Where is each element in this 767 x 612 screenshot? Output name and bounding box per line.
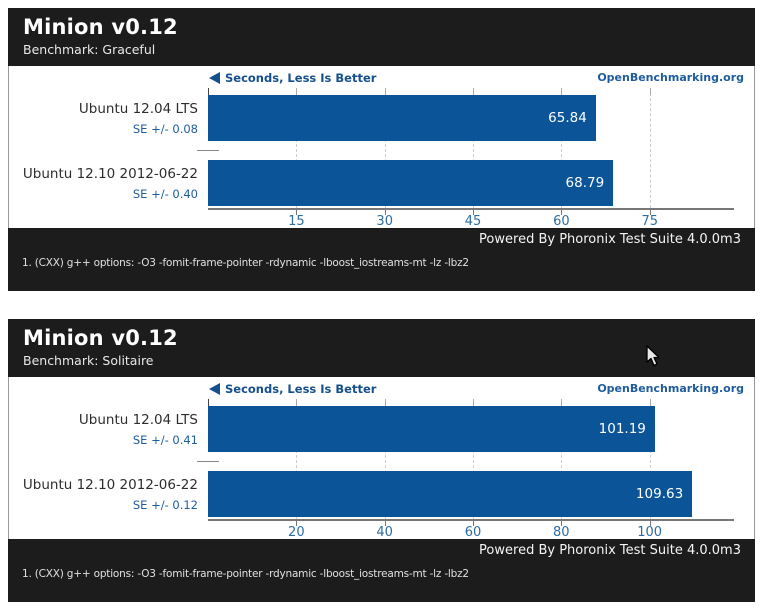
result-bar: 65.84 (208, 95, 596, 141)
bar-value: 65.84 (548, 110, 587, 126)
left-arrow-icon (209, 72, 220, 84)
top-tick (649, 399, 651, 406)
powered-by: Powered By Phoronix Test Suite 4.0.0m3 (479, 543, 741, 558)
panel-header: Minion v0.12 Benchmark: Solitaire (8, 319, 755, 377)
standard-error-label: SE +/- 0.08 (132, 121, 198, 136)
axis-tick-mark (296, 521, 298, 526)
bar-value: 101.19 (598, 421, 646, 437)
chart-title: Minion v0.12 (23, 15, 178, 39)
row-label: Ubuntu 12.04 LTS (78, 411, 198, 428)
compiler-footnote: 1. (CXX) g++ options: -O3 -fomit-frame-p… (22, 257, 469, 269)
bar-value: 109.63 (635, 486, 684, 502)
axis-tick-mark (561, 521, 563, 526)
axis-tick-mark (473, 210, 475, 215)
axis-tick-mark (649, 521, 651, 526)
standard-error-label: SE +/- 0.12 (132, 497, 198, 512)
axis-tick-mark (384, 210, 386, 215)
top-tick (296, 399, 298, 406)
axis-tick-label: 60 (553, 214, 570, 229)
top-tick (384, 399, 386, 406)
bar-rows: Ubuntu 12.04 LTS SE +/- 0.08 65.84 Ubunt… (9, 95, 734, 225)
top-tick (561, 399, 563, 406)
chart-title: Minion v0.12 (23, 326, 178, 350)
openbenchmarking-link[interactable]: OpenBenchmarking.org (597, 71, 744, 84)
axis-tick-label: 20 (288, 525, 305, 540)
panel-footer: Powered By Phoronix Test Suite 4.0.0m3 1… (8, 228, 755, 291)
bar-value: 68.79 (565, 175, 605, 191)
table-row: Ubuntu 12.04 LTS SE +/- 0.41 101.19 (9, 406, 734, 452)
axis-tick-mark (296, 210, 298, 215)
row-label: Ubuntu 12.10 2012-06-22 (22, 476, 198, 493)
bar-rows: Ubuntu 12.04 LTS SE +/- 0.41 101.19 Ubun… (9, 406, 734, 536)
panel-header: Minion v0.12 Benchmark: Graceful (8, 8, 755, 66)
compiler-footnote: 1. (CXX) g++ options: -O3 -fomit-frame-p… (22, 568, 469, 580)
axis-tick-mark (561, 210, 563, 215)
result-bar: 101.19 (208, 406, 655, 452)
axis-tick-label: 100 (637, 525, 663, 540)
standard-error-label: SE +/- 0.40 (132, 186, 198, 201)
table-row: Ubuntu 12.04 LTS SE +/- 0.08 65.84 (9, 95, 734, 141)
axis-tick-label: 40 (376, 525, 393, 540)
chart-subtitle: Benchmark: Solitaire (23, 353, 154, 368)
benchmark-panel-graceful: Minion v0.12 Benchmark: Graceful Seconds… (8, 8, 755, 291)
top-tick (561, 88, 563, 95)
axis-tick-label: 45 (464, 214, 482, 229)
unit-legend: Seconds, Less Is Better (209, 71, 376, 85)
result-bar: 109.63 (208, 471, 693, 517)
axis-tick-mark (649, 210, 651, 215)
openbenchmarking-link[interactable]: OpenBenchmarking.org (597, 382, 744, 395)
bar-track: 68.79 (208, 160, 734, 206)
row-label: Ubuntu 12.04 LTS (78, 100, 198, 117)
axis-tick-label: 15 (288, 214, 305, 229)
top-tick (473, 88, 475, 95)
axis-tick-label: 80 (553, 525, 570, 540)
axis-tick-mark (384, 521, 386, 526)
chart-body: Seconds, Less Is Better OpenBenchmarking… (8, 66, 755, 229)
powered-by: Powered By Phoronix Test Suite 4.0.0m3 (479, 232, 741, 247)
top-tick (296, 88, 298, 95)
unit-legend-label: Seconds, Less Is Better (225, 382, 377, 396)
axis-tick-mark (472, 521, 474, 526)
chart-subtitle: Benchmark: Graceful (23, 42, 156, 57)
axis-tick-label: 60 (464, 525, 482, 540)
top-tick (384, 88, 386, 95)
standard-error-label: SE +/- 0.41 (132, 432, 198, 447)
top-tick (472, 399, 474, 406)
chart-body: Seconds, Less Is Better OpenBenchmarking… (8, 377, 755, 540)
top-tick (649, 88, 651, 95)
bar-track: 65.84 (208, 95, 734, 141)
row-label: Ubuntu 12.10 2012-06-22 (22, 165, 198, 182)
axis-tick-label: 30 (376, 214, 393, 229)
axis-tick-label: 75 (641, 214, 659, 229)
table-row: Ubuntu 12.10 2012-06-22 SE +/- 0.40 68.7… (9, 160, 734, 206)
x-axis: 15 30 45 60 75 (208, 208, 734, 229)
panel-footer: Powered By Phoronix Test Suite 4.0.0m3 1… (8, 539, 755, 602)
unit-legend-label: Seconds, Less Is Better (225, 71, 377, 85)
left-arrow-icon (209, 383, 220, 395)
result-bar: 68.79 (208, 160, 614, 206)
x-axis: 20 40 60 80 100 (208, 519, 734, 540)
bar-track: 101.19 (208, 406, 734, 452)
table-row: Ubuntu 12.10 2012-06-22 SE +/- 0.12 109.… (9, 471, 734, 517)
bar-track: 109.63 (208, 471, 734, 517)
benchmark-panel-solitaire: Minion v0.12 Benchmark: Solitaire Second… (8, 319, 755, 602)
unit-legend: Seconds, Less Is Better (209, 382, 376, 396)
